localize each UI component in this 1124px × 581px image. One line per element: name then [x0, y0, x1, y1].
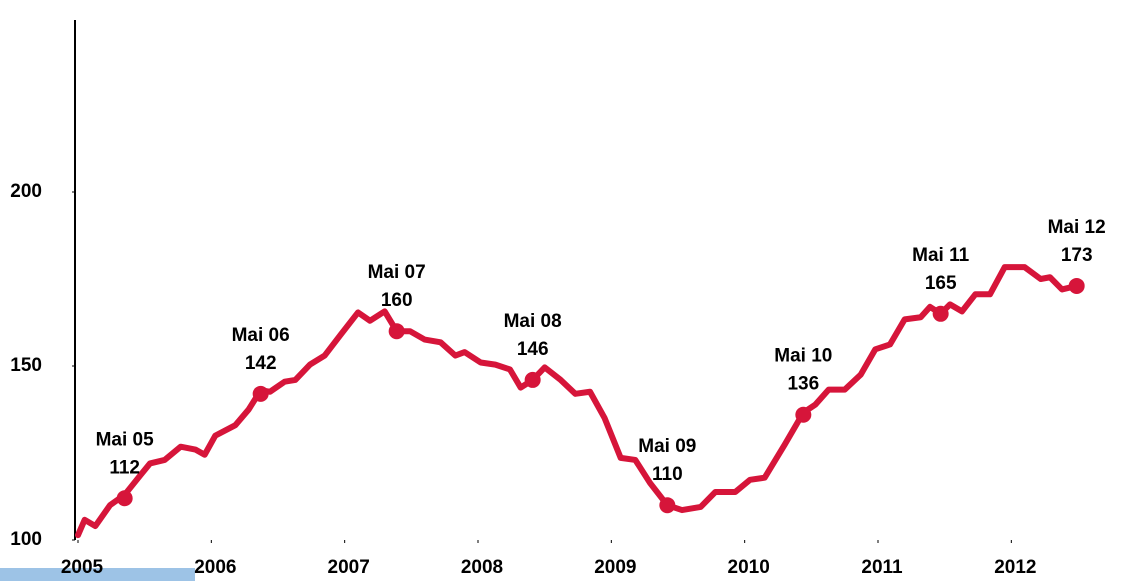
annotation-value: 110	[652, 464, 683, 485]
annotation-dot	[795, 406, 812, 423]
x-tick-label: 2011	[861, 557, 903, 578]
annotation-dot	[524, 371, 541, 388]
decor-bar	[0, 568, 195, 581]
x-tick-label: 2006	[194, 557, 236, 578]
annotation-label: Mai 10	[774, 346, 832, 367]
annotation-label: Mai 06	[232, 325, 290, 346]
annotation-label: Mai 05	[96, 429, 155, 450]
x-tick-label: 2009	[594, 557, 636, 578]
annotation-dot	[932, 305, 949, 322]
annotation-dot	[659, 497, 676, 514]
annotation-label: Mai 08	[504, 311, 562, 332]
y-tick-label: 100	[10, 529, 42, 550]
annotation-value: 160	[381, 290, 413, 311]
annotation-value: 112	[109, 457, 140, 478]
annotation-value: 142	[245, 353, 277, 374]
annotation-dot	[116, 490, 133, 507]
annotation-value: 146	[517, 339, 549, 360]
annotation-dot	[1068, 277, 1085, 294]
y-tick-label: 200	[10, 181, 42, 202]
annotation-dot	[252, 385, 269, 402]
annotation-label: Mai 12	[1048, 217, 1106, 238]
annotation-value: 136	[787, 374, 819, 395]
annotation-label: Mai 11	[912, 245, 969, 266]
line	[75, 264, 1080, 539]
x-tick-label: 2010	[728, 557, 770, 578]
x-tick-label: 2005	[61, 557, 104, 578]
x-tick-label: 2007	[328, 557, 370, 578]
annotation-value: 173	[1061, 245, 1093, 266]
x-tick-label: 2012	[994, 557, 1036, 578]
annotation-label: Mai 09	[638, 436, 696, 457]
y-tick-label: 150	[10, 355, 42, 376]
annotation-value: 165	[925, 273, 957, 294]
annotation-dot	[388, 323, 405, 340]
x-tick-label: 2008	[461, 557, 503, 578]
annotation-label: Mai 07	[368, 262, 426, 283]
